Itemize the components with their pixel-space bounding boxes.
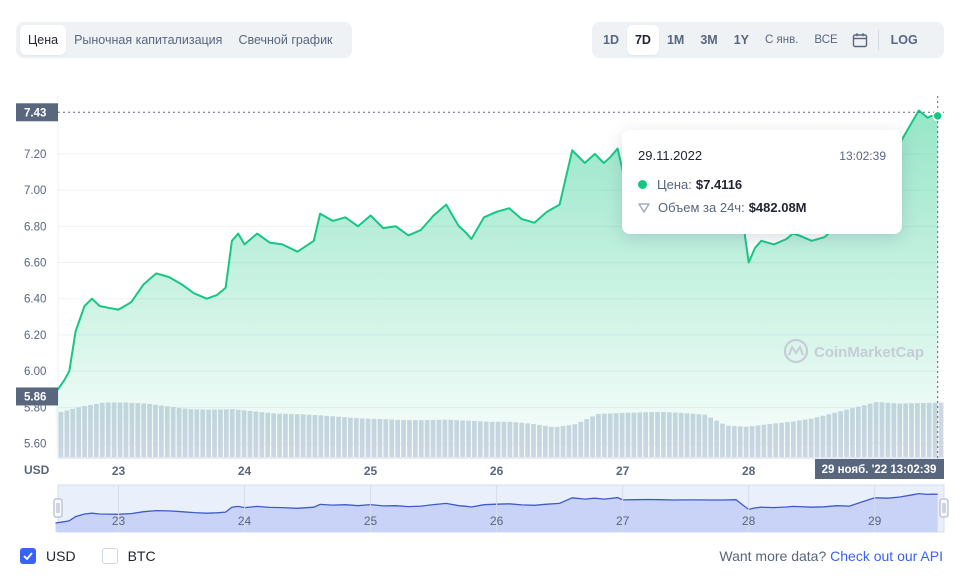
navigator-tick-label: 25 bbox=[364, 514, 378, 528]
price-dot-icon bbox=[638, 180, 647, 189]
handle-body[interactable] bbox=[939, 498, 949, 518]
crosshair-date-label: 29 нояб. '22 13:02:39 bbox=[822, 464, 937, 476]
check-icon bbox=[23, 552, 33, 560]
tooltip-price-value: $7.4116 bbox=[695, 177, 743, 192]
x-tick-label: 26 bbox=[490, 464, 504, 478]
chart-type-tabs: Цена Рыночная капитализация Свечной граф… bbox=[16, 22, 352, 58]
tooltip-price-label: Цена: bbox=[657, 177, 692, 192]
handle-body[interactable] bbox=[53, 498, 63, 518]
y-tick-label: 6.60 bbox=[24, 258, 46, 270]
navigator-tick-label: 24 bbox=[238, 514, 252, 528]
range-7d-button[interactable]: 7D bbox=[626, 25, 659, 55]
tooltip-time: 13:02:39 bbox=[839, 148, 886, 163]
y-tick-label: 6.80 bbox=[24, 221, 46, 233]
volume-icon bbox=[638, 202, 650, 213]
low-price-label: 5.86 bbox=[24, 391, 46, 403]
calendar-button[interactable] bbox=[846, 25, 874, 55]
chart-footer: USD BTC Want more data? Check out our AP… bbox=[20, 545, 943, 567]
more-data-prefix: Want more data? bbox=[719, 548, 827, 564]
x-tick-label: 24 bbox=[238, 464, 252, 478]
price-tooltip: 29.11.2022 13:02:39 Цена: $7.4116 Объем … bbox=[622, 130, 902, 234]
api-link[interactable]: Check out our API bbox=[830, 548, 943, 564]
coinmarketcap-watermark: CoinMarketCap bbox=[783, 338, 924, 364]
hover-point bbox=[932, 110, 943, 122]
tab-price[interactable]: Цена bbox=[20, 25, 67, 55]
navigator-tick-label: 23 bbox=[112, 514, 126, 528]
y-tick-label: 6.00 bbox=[24, 366, 46, 378]
tooltip-date: 29.11.2022 bbox=[638, 148, 703, 163]
time-range-selector: 1D 7D 1M 3M 1Y С янв. ВСЕ LOG bbox=[592, 22, 944, 58]
x-tick-label: 28 bbox=[742, 464, 756, 478]
x-tick-label: 25 bbox=[364, 464, 378, 478]
navigator-right-handle[interactable] bbox=[939, 498, 949, 518]
usd-checkbox[interactable] bbox=[20, 548, 36, 564]
range-ytd-button[interactable]: С янв. bbox=[765, 34, 799, 46]
navigator-tick-label: 28 bbox=[742, 514, 756, 528]
y-tick-label: 7.00 bbox=[24, 185, 46, 197]
y-tick-label: 5.60 bbox=[24, 439, 46, 451]
y-tick-label: 7.20 bbox=[24, 149, 46, 161]
current-price-label: 7.43 bbox=[24, 107, 46, 119]
range-divider bbox=[877, 30, 879, 50]
tab-candlestick[interactable]: Свечной график bbox=[238, 33, 333, 47]
y-tick-label: 6.20 bbox=[24, 330, 46, 342]
current-price-tag bbox=[16, 103, 58, 122]
range-1y-button[interactable]: 1Y bbox=[733, 33, 750, 47]
btc-checkbox[interactable] bbox=[101, 548, 118, 564]
watermark-text: CoinMarketCap bbox=[814, 344, 924, 361]
usd-label: USD bbox=[46, 548, 76, 564]
volume-bar bbox=[938, 402, 944, 457]
more-data-text: Want more data? Check out our API bbox=[719, 548, 943, 564]
navigator-left-handle[interactable] bbox=[53, 498, 63, 518]
calendar-icon bbox=[852, 33, 867, 48]
navigator-tick-label: 26 bbox=[490, 514, 504, 528]
low-price-tag bbox=[16, 387, 58, 406]
navigator-tick-label: 27 bbox=[616, 514, 630, 528]
range-1m-button[interactable]: 1M bbox=[666, 33, 685, 47]
navigator-tick-label: 29 bbox=[868, 514, 882, 528]
x-tick-label: 23 bbox=[112, 464, 126, 478]
range-all-button[interactable]: ВСЕ bbox=[814, 34, 838, 46]
tab-market-cap[interactable]: Рыночная капитализация bbox=[74, 33, 223, 47]
range-3m-button[interactable]: 3M bbox=[700, 33, 718, 47]
tooltip-volume-value: $482.08M bbox=[748, 200, 807, 215]
range-1d-button[interactable]: 1D bbox=[603, 33, 619, 47]
crosshair-date-tag bbox=[815, 459, 944, 479]
y-unit-label: USD bbox=[24, 463, 50, 477]
x-tick-label: 27 bbox=[616, 464, 630, 478]
log-scale-button[interactable]: LOG bbox=[890, 33, 918, 47]
y-tick-label: 6.40 bbox=[24, 294, 46, 306]
btc-label: BTC bbox=[127, 548, 156, 564]
tooltip-volume-label: Объем за 24ч: bbox=[658, 200, 745, 215]
navigator-line bbox=[55, 492, 938, 524]
